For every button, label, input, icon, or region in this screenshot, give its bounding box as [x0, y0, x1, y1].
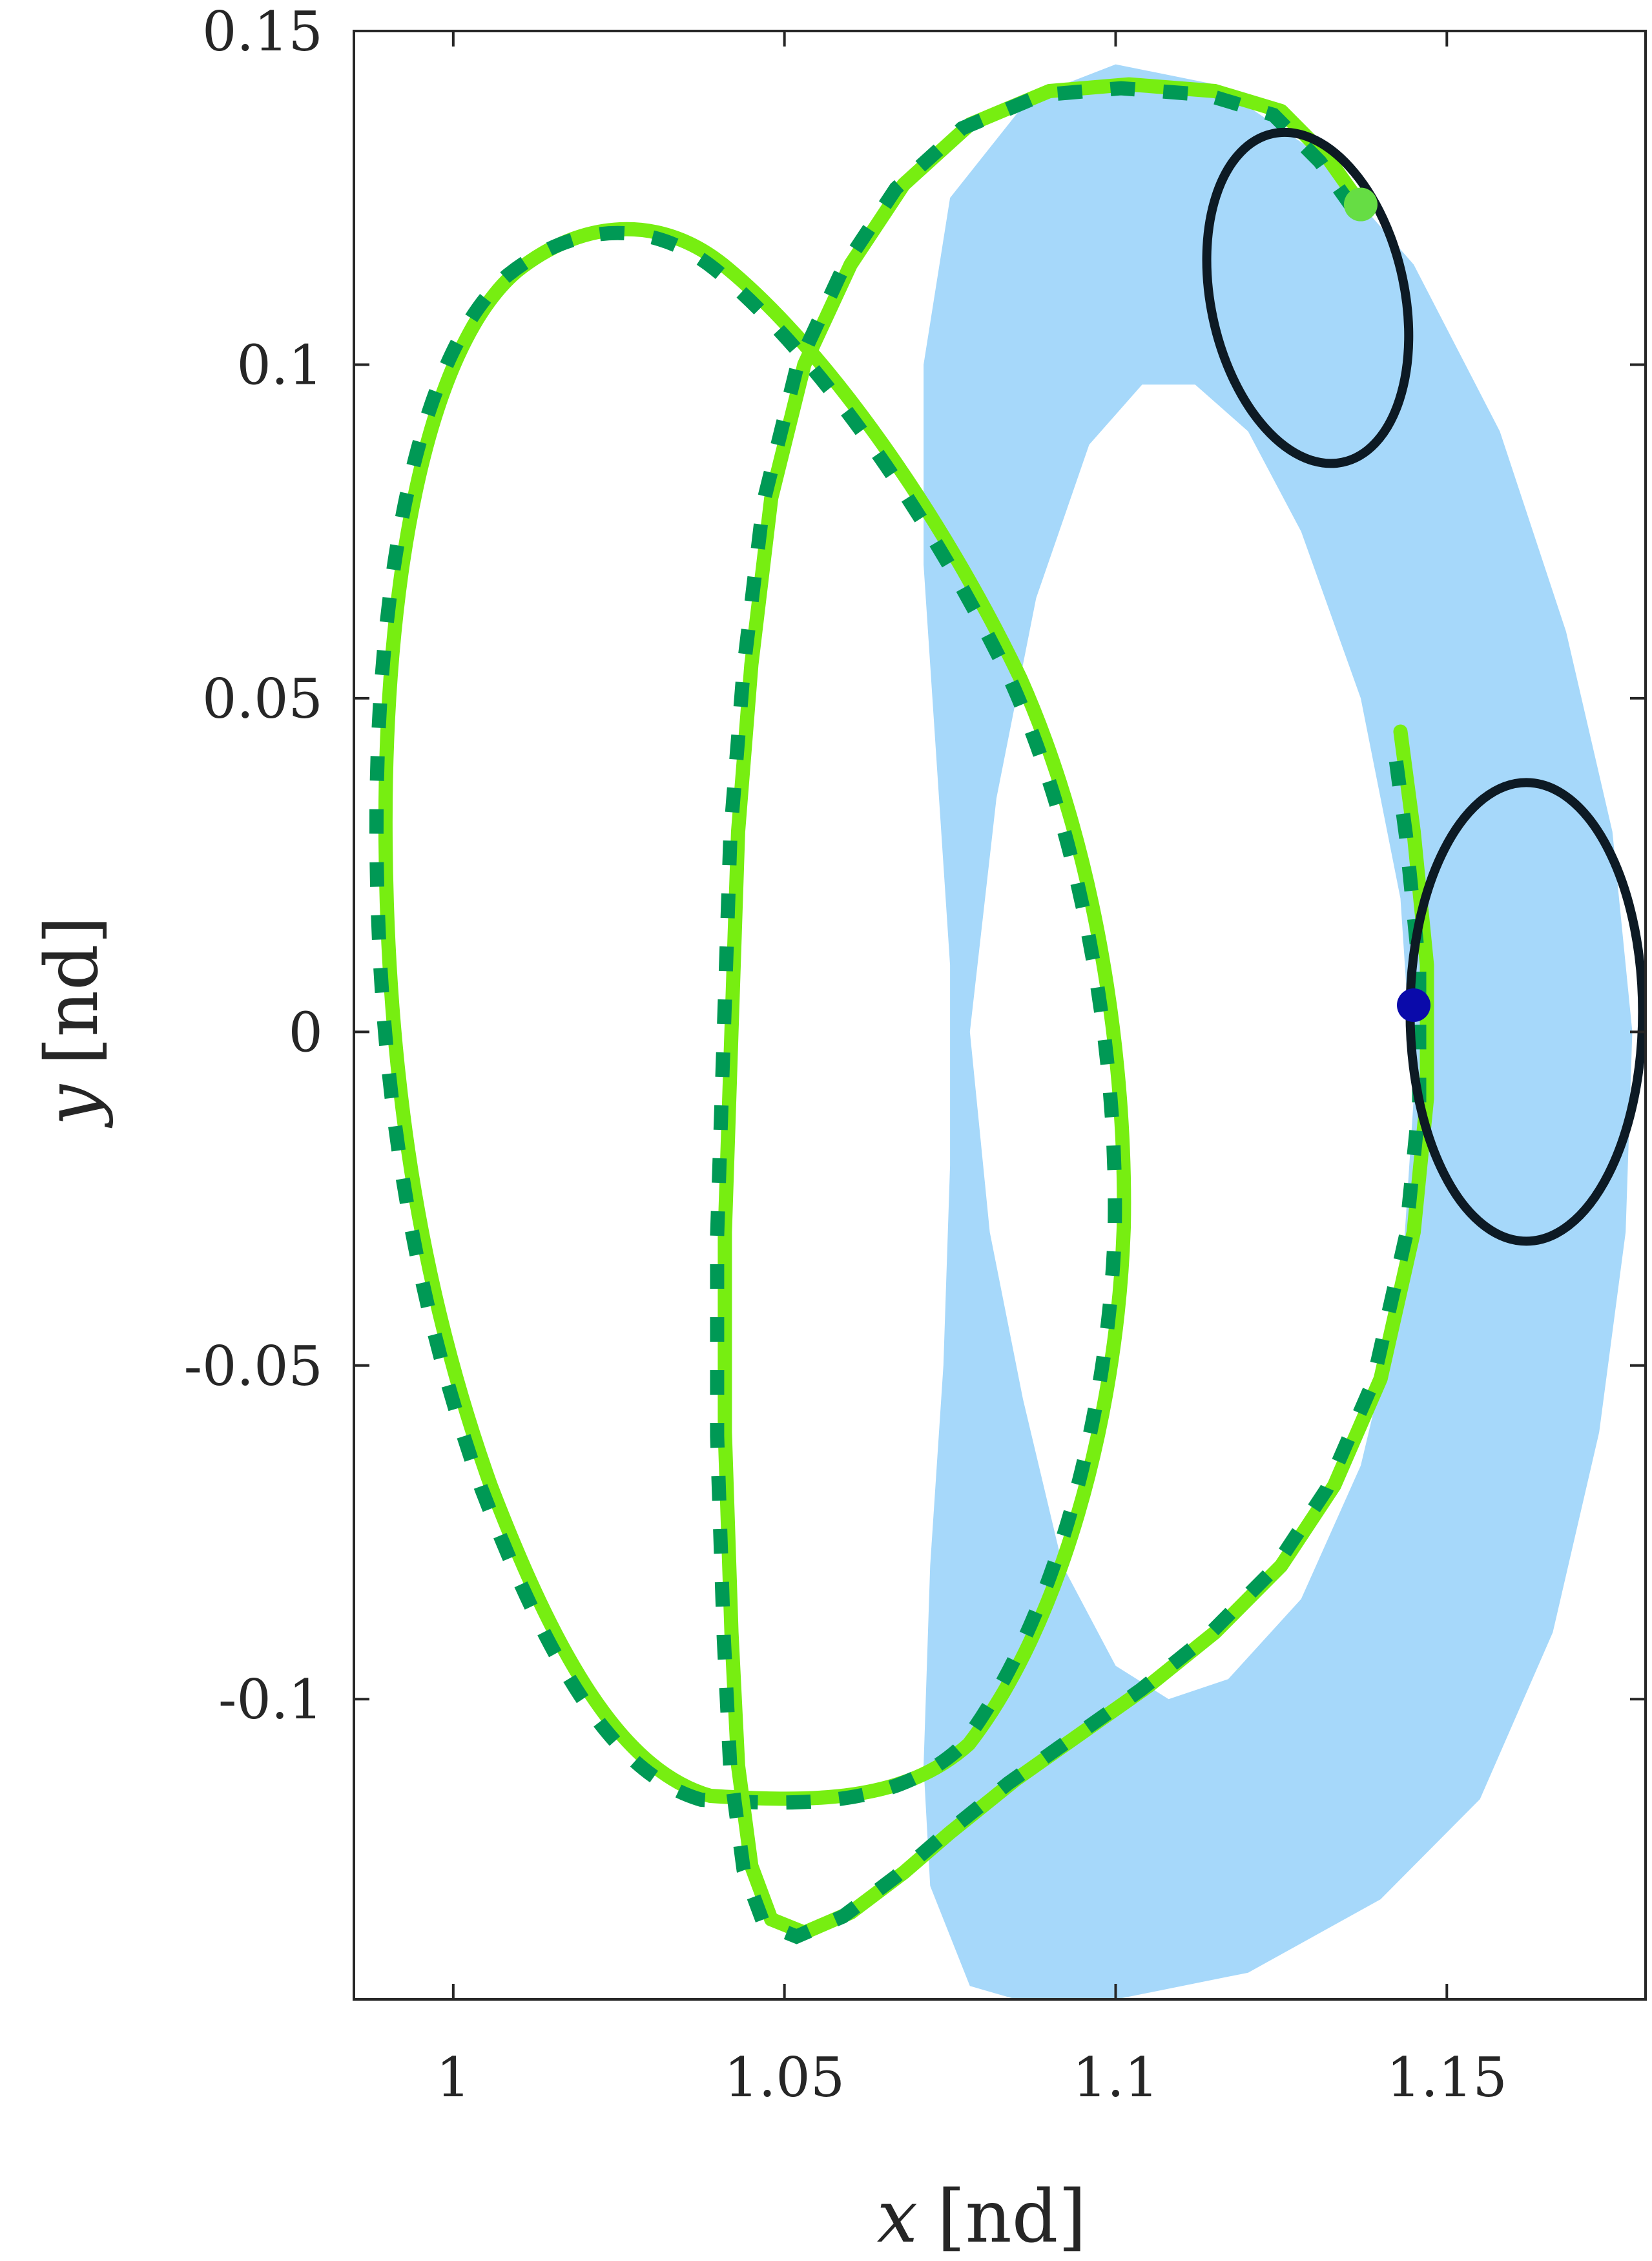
y-tick-label: 0.05 [202, 667, 323, 731]
trajectory-dashed-line [710, 81, 1427, 1944]
y-tick-label: -0.05 [184, 1335, 323, 1398]
y-axis-label: y[nd] [30, 916, 114, 1129]
x-axis-ticks: 1 1.05 1.1 1.15 [436, 31, 1507, 2109]
y-tick-label: 0 [289, 1001, 323, 1064]
end-point-marker [1397, 988, 1431, 1023]
x-tick-label: 1.1 [1073, 2046, 1159, 2109]
trajectory-line [718, 77, 1434, 1940]
trajectory-loop-left [378, 222, 1131, 1806]
x-axis-label: x [nd] [877, 2175, 1086, 2259]
y-tick-label: 0.1 [236, 333, 323, 397]
axes-box [353, 30, 1647, 2001]
plot-area [369, 64, 1646, 1999]
x-tick-label: 1 [436, 2046, 470, 2109]
x-tick-label: 1.05 [724, 2046, 845, 2109]
orbit-upper [1202, 127, 1414, 468]
y-axis-ticks: -0.1 -0.05 0 0.05 0.1 0.15 [184, 0, 1646, 1731]
trajectory-loop-left-dashed [369, 225, 1122, 1810]
start-point-marker [1343, 187, 1378, 222]
y-tick-label: -0.1 [218, 1668, 323, 1731]
y-tick-label: 0.15 [202, 0, 323, 63]
x-tick-label: 1.15 [1387, 2046, 1507, 2109]
reachable-region-band [924, 64, 1633, 1999]
